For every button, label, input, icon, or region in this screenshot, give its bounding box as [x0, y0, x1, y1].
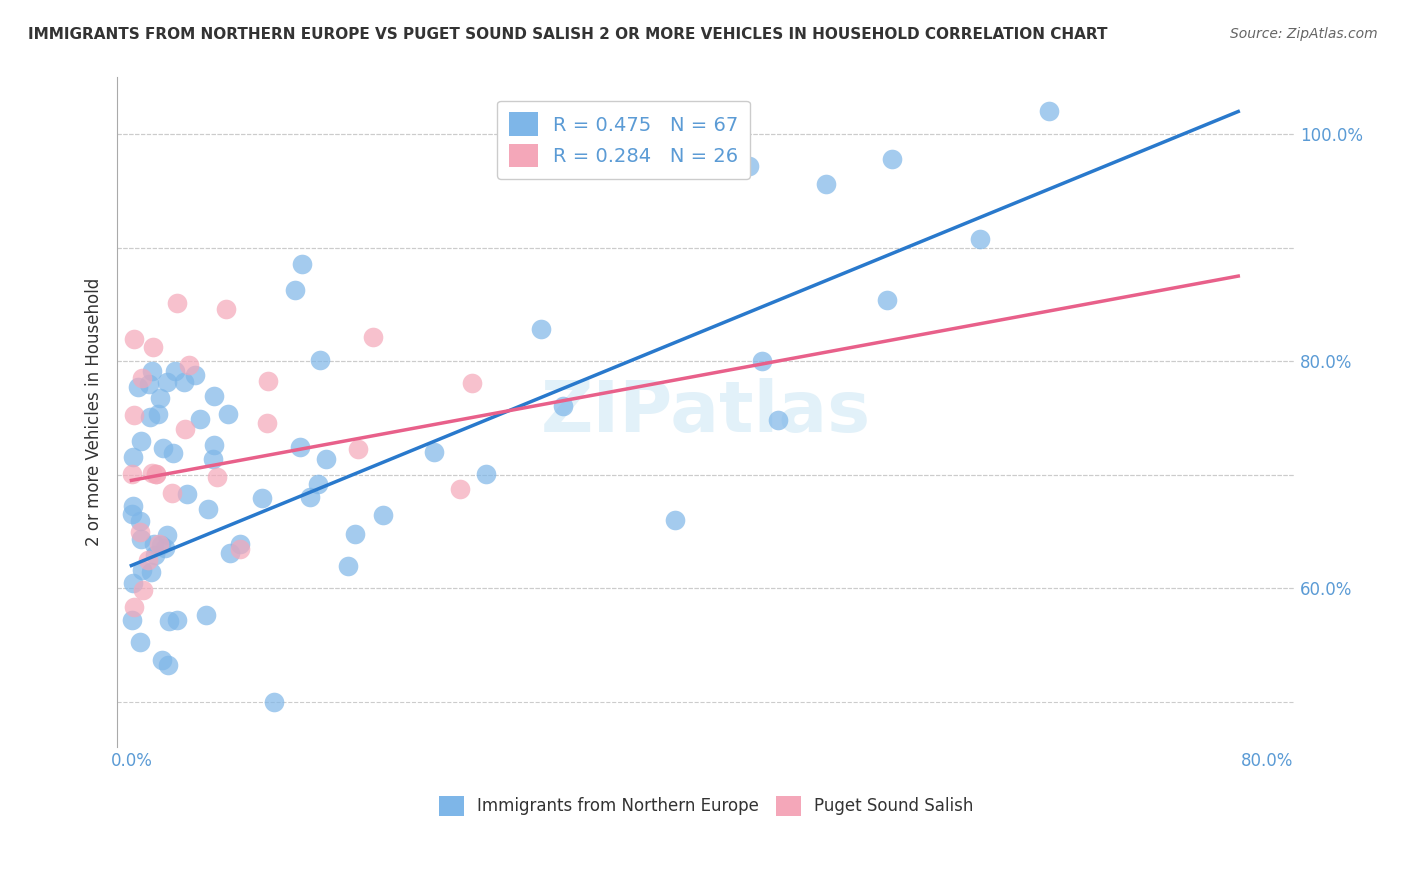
Point: [138, 553, 160, 567]
Point: [138, 377, 160, 392]
Point: [969, 232, 991, 246]
Point: [128, 635, 150, 649]
Point: [139, 410, 162, 425]
Point: [122, 499, 145, 513]
Point: [461, 376, 484, 390]
Point: [197, 502, 219, 516]
Point: [155, 541, 177, 555]
Point: [307, 477, 329, 491]
Point: [149, 391, 172, 405]
Point: [337, 559, 360, 574]
Point: [163, 364, 186, 378]
Text: ZIPatlas: ZIPatlas: [541, 378, 872, 447]
Point: [176, 486, 198, 500]
Point: [156, 658, 179, 673]
Point: [131, 532, 153, 546]
Point: [156, 528, 179, 542]
Point: [343, 527, 366, 541]
Y-axis label: 2 or more Vehicles in Household: 2 or more Vehicles in Household: [86, 278, 103, 547]
Point: [131, 371, 153, 385]
Point: [738, 159, 761, 173]
Point: [202, 437, 225, 451]
Point: [142, 340, 165, 354]
Point: [179, 358, 201, 372]
Point: [152, 442, 174, 456]
Point: [290, 441, 312, 455]
Point: [205, 469, 228, 483]
Point: [146, 407, 169, 421]
Point: [121, 507, 143, 521]
Point: [132, 582, 155, 597]
Point: [882, 152, 904, 166]
Point: [122, 332, 145, 346]
Point: [145, 467, 167, 481]
Point: [121, 450, 143, 464]
Point: [162, 446, 184, 460]
Legend: Immigrants from Northern Europe, Puget Sound Salish: Immigrants from Northern Europe, Puget S…: [432, 789, 980, 822]
Point: [256, 374, 278, 388]
Point: [188, 412, 211, 426]
Point: [141, 467, 163, 481]
Point: [166, 296, 188, 310]
Point: [664, 513, 686, 527]
Point: [219, 546, 242, 560]
Point: [814, 177, 837, 191]
Point: [766, 413, 789, 427]
Point: [202, 452, 225, 467]
Point: [121, 467, 143, 482]
Point: [475, 467, 498, 481]
Point: [129, 434, 152, 448]
Point: [530, 322, 553, 336]
Point: [308, 353, 330, 368]
Point: [215, 301, 238, 316]
Point: [876, 293, 898, 307]
Point: [150, 538, 173, 552]
Point: [122, 576, 145, 591]
Point: [166, 613, 188, 627]
Point: [422, 445, 444, 459]
Point: [148, 537, 170, 551]
Point: [127, 380, 149, 394]
Point: [174, 422, 197, 436]
Point: [347, 442, 370, 456]
Point: [256, 416, 278, 430]
Point: [551, 399, 574, 413]
Point: [128, 524, 150, 539]
Point: [141, 364, 163, 378]
Point: [160, 486, 183, 500]
Point: [156, 376, 179, 390]
Point: [142, 537, 165, 551]
Point: [217, 407, 239, 421]
Point: [150, 653, 173, 667]
Point: [145, 467, 167, 482]
Point: [315, 451, 337, 466]
Point: [751, 354, 773, 368]
Point: [122, 408, 145, 422]
Point: [361, 330, 384, 344]
Text: Source: ZipAtlas.com: Source: ZipAtlas.com: [1230, 27, 1378, 41]
Point: [229, 537, 252, 551]
Point: [139, 565, 162, 579]
Point: [449, 483, 471, 497]
Point: [202, 389, 225, 403]
Point: [229, 541, 252, 556]
Point: [1038, 104, 1060, 119]
Point: [122, 600, 145, 615]
Point: [173, 375, 195, 389]
Point: [121, 613, 143, 627]
Point: [291, 257, 314, 271]
Point: [263, 695, 285, 709]
Point: [157, 615, 180, 629]
Point: [131, 564, 153, 578]
Point: [371, 508, 394, 523]
Point: [284, 284, 307, 298]
Point: [128, 514, 150, 528]
Point: [298, 491, 321, 505]
Text: IMMIGRANTS FROM NORTHERN EUROPE VS PUGET SOUND SALISH 2 OR MORE VEHICLES IN HOUS: IMMIGRANTS FROM NORTHERN EUROPE VS PUGET…: [28, 27, 1108, 42]
Point: [195, 608, 218, 623]
Point: [252, 491, 274, 505]
Point: [143, 549, 166, 563]
Point: [183, 368, 205, 382]
